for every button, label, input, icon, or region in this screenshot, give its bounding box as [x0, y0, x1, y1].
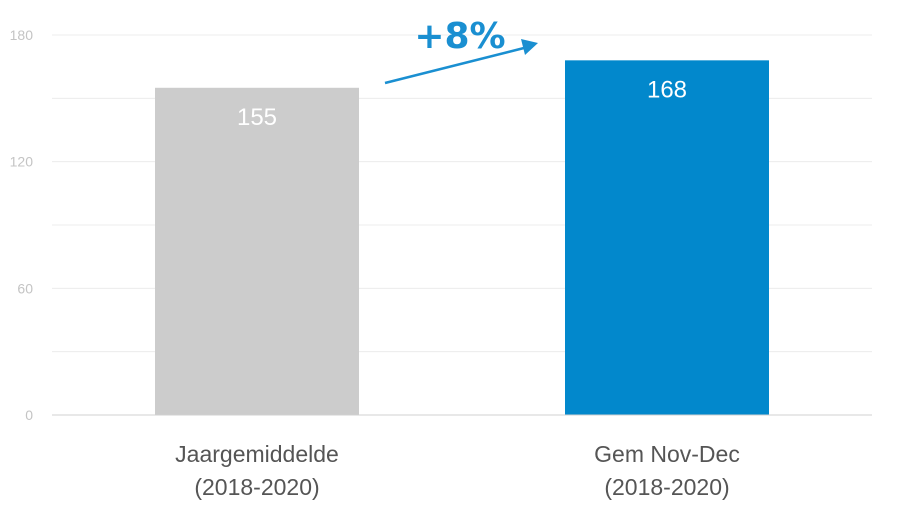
x-category-label: (2018-2020) [194, 474, 319, 500]
growth-percentage: +8% [414, 16, 505, 57]
bar-value-label: 168 [647, 76, 687, 103]
x-category-label: (2018-2020) [604, 474, 729, 500]
y-axis-ticks: 0 60 120 180 [10, 27, 34, 423]
y-tick-label: 180 [10, 27, 34, 43]
growth-annotation: +8% [384, 16, 538, 85]
y-tick-label: 0 [25, 407, 33, 423]
category-labels: Jaargemiddelde (2018-2020) Gem Nov-Dec (201… [175, 441, 740, 500]
bars: 155 168 [155, 60, 769, 416]
y-tick-label: 60 [17, 280, 33, 296]
growth-arrow [384, 46, 525, 85]
y-tick-label: 120 [10, 154, 34, 170]
bar [155, 87, 359, 416]
bar-value-label: 155 [237, 104, 277, 131]
growth-arrow-head [521, 39, 538, 55]
x-category-label: Jaargemiddelde [175, 441, 339, 467]
x-category-label: Gem Nov-Dec [594, 441, 740, 467]
bar [565, 60, 769, 415]
